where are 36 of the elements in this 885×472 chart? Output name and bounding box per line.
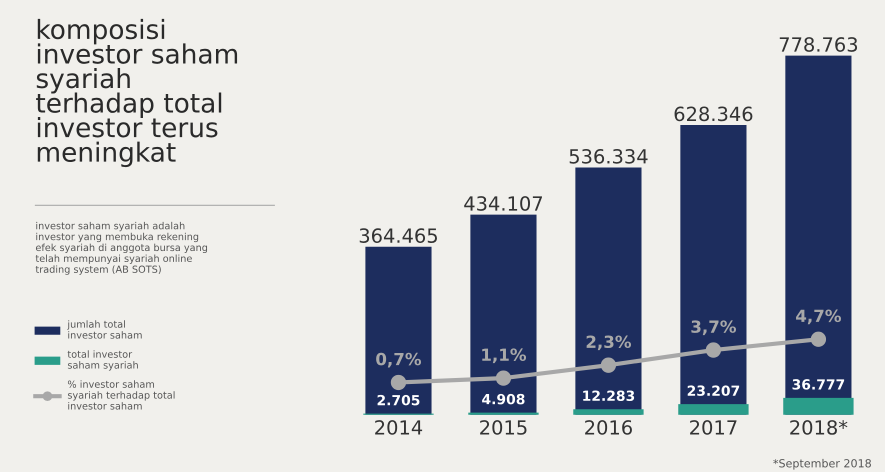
data-label: 4.908 (482, 394, 525, 404)
point (496, 370, 512, 386)
data-label: 3,7% (691, 320, 736, 336)
x-tick-label: 2014 (375, 420, 422, 435)
data-label: 2,3% (586, 335, 632, 350)
x-tick-label: 2018* (790, 420, 848, 435)
text: *September 2018 (773, 458, 871, 470)
data-label: 23.207 (688, 385, 740, 396)
data-label: 364.465 (360, 228, 437, 243)
data-label: 2.705 (378, 394, 420, 406)
bar (783, 398, 854, 415)
data-label: 4,7% (796, 310, 841, 324)
x-tick-label: 2016 (585, 420, 632, 435)
point (810, 332, 826, 347)
bar (470, 214, 537, 415)
point (706, 342, 722, 358)
legend-label: % investor saham syariah terhadap total investor saham (68, 380, 175, 410)
data-label: 536.334 (570, 148, 648, 164)
text: komposisi investor saham syariah terhadap total investor terus meningkat (36, 18, 238, 168)
bar (678, 404, 749, 415)
legend-label: total investor saham syariah (68, 350, 138, 371)
data-label: 1,1% (482, 348, 526, 364)
bar (365, 246, 432, 415)
text: investor saham syariah adalah investor yang membuka rekening efek syariah di anggota bursa yang telah mempunyai syariah online trading system (AB SOTS) (36, 222, 208, 275)
point (390, 374, 406, 390)
data-label: 0,7% (376, 352, 422, 368)
legend-label: jumlah total investor saham (67, 320, 142, 339)
data-label: 778.763 (780, 37, 858, 52)
data-label: 434.107 (464, 196, 542, 211)
data-label: 628.346 (674, 106, 752, 122)
data-label: 12.283 (583, 390, 634, 401)
point (600, 358, 616, 373)
data-label: 36.777 (792, 379, 844, 390)
x-tick-label: 2015 (480, 420, 526, 435)
bar (573, 409, 644, 415)
x-tick-label: 2017 (690, 420, 737, 435)
